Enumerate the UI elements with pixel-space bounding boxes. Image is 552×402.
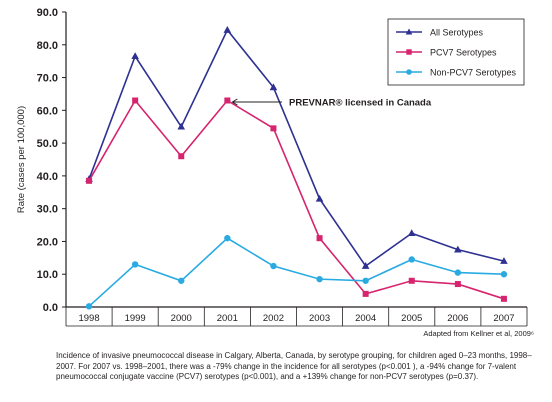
x-tick-label: 2004 xyxy=(355,313,376,324)
data-point xyxy=(408,256,415,263)
annotation-label: PREVNAR® licensed in Canada xyxy=(289,98,432,109)
data-point xyxy=(178,153,185,160)
data-point xyxy=(500,257,508,264)
series-line xyxy=(88,99,505,300)
data-point xyxy=(362,277,369,284)
data-point xyxy=(361,262,370,269)
y-tick-label: 80.0 xyxy=(37,40,58,52)
x-tick-label: 2002 xyxy=(263,313,284,324)
legend-label: PCV7 Serotypes xyxy=(430,48,497,58)
x-tick-label: 1999 xyxy=(125,313,146,324)
y-axis-title: Rate (cases per 100,000) xyxy=(16,106,27,213)
x-tick-label: 1998 xyxy=(78,313,99,324)
data-point xyxy=(178,277,185,284)
data-point xyxy=(224,97,231,104)
data-point xyxy=(270,125,277,132)
data-point xyxy=(454,281,461,288)
data-point xyxy=(454,245,462,253)
data-point xyxy=(362,290,369,297)
legend-marker xyxy=(406,69,412,75)
x-tick-label: 2006 xyxy=(447,313,468,324)
y-tick-label: 90.0 xyxy=(37,7,58,19)
data-point xyxy=(177,122,186,130)
data-point xyxy=(270,262,277,270)
y-tick-label: 10.0 xyxy=(37,269,58,281)
legend-marker xyxy=(405,28,413,35)
data-point xyxy=(454,269,462,276)
x-tick-label: 2005 xyxy=(401,313,422,324)
data-point xyxy=(224,234,231,242)
data-point xyxy=(85,303,93,310)
y-tick-label: 30.0 xyxy=(37,204,58,216)
data-point xyxy=(132,97,139,104)
x-tick-label: 2007 xyxy=(493,313,514,324)
data-point xyxy=(86,177,93,184)
annotation-arrowhead xyxy=(232,98,238,103)
data-point xyxy=(408,277,415,284)
legend-label: All Serotypes xyxy=(430,28,484,38)
y-tick-label: 0.0 xyxy=(43,302,58,314)
y-tick-label: 70.0 xyxy=(37,73,58,85)
line-chart: 0.0 10.0 20.0 30.0 40.0 50.0 60.0 70.0 80.0 90.0 1… xyxy=(16,7,528,327)
x-tick-label: 2001 xyxy=(217,313,238,324)
data-point xyxy=(500,295,507,302)
data-point xyxy=(316,235,323,242)
y-tick-label: 60.0 xyxy=(37,105,58,117)
data-point xyxy=(315,194,324,202)
x-tick-label: 2000 xyxy=(171,313,192,324)
y-tick-label: 50.0 xyxy=(37,138,58,150)
x-tick-label: 2003 xyxy=(309,313,330,324)
legend-marker xyxy=(406,49,412,55)
data-point xyxy=(131,261,139,268)
series-line xyxy=(88,237,504,307)
annotation-arrowhead xyxy=(232,101,238,106)
data-point xyxy=(223,26,232,33)
data-point xyxy=(407,229,416,237)
data-point xyxy=(269,83,278,91)
data-point xyxy=(131,52,139,60)
figure-caption: Incidence of invasive pneumococcal disea… xyxy=(56,351,532,381)
data-point xyxy=(316,275,323,283)
y-tick-label: 40.0 xyxy=(37,171,58,183)
y-tick-label: 20.0 xyxy=(37,236,58,248)
data-point xyxy=(500,271,508,278)
chart-area: 0.0 10.0 20.0 30.0 40.0 50.0 60.0 70.0 80.0 90.0 1… xyxy=(16,7,528,327)
series-line xyxy=(88,28,505,268)
legend-label: Non-PCV7 Serotypes xyxy=(430,68,517,78)
source-note: Adapted from Kellner et al, 2009⁶ xyxy=(423,329,534,338)
